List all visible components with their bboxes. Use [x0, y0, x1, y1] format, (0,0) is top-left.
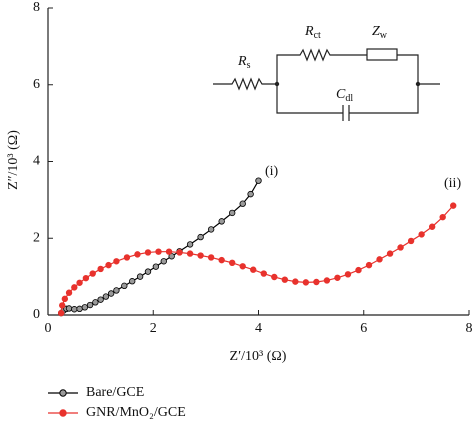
data-point	[197, 252, 204, 259]
y-tick-label: 4	[33, 154, 40, 169]
data-point	[228, 259, 236, 267]
circuit-label: Cdl	[336, 87, 353, 104]
data-point	[302, 279, 310, 286]
data-point	[128, 278, 136, 285]
data-point	[271, 273, 278, 281]
data-point	[376, 256, 383, 263]
x-tick-label: 4	[255, 321, 262, 336]
data-point	[197, 233, 204, 241]
data-point	[144, 249, 152, 256]
circuit: Rs Rct Zw Cdl	[213, 24, 440, 121]
data-point	[92, 299, 99, 306]
data-point	[323, 277, 331, 284]
data-point	[255, 177, 262, 184]
x-tick-label: 6	[360, 321, 367, 336]
y-tick-label: 2	[33, 230, 40, 245]
data-point	[105, 261, 112, 269]
legend-label: GNR/MnO₂/GCE	[86, 405, 186, 420]
x-axis-label: Z′/10³ (Ω)	[230, 349, 287, 364]
data-point	[134, 251, 141, 258]
data-point	[144, 268, 152, 275]
data-point	[152, 263, 160, 270]
data-point	[97, 296, 104, 303]
data-point	[344, 271, 352, 278]
data-point	[76, 279, 83, 286]
data-point	[82, 274, 90, 282]
data-point	[450, 202, 457, 209]
data-point	[165, 248, 173, 255]
circuit-label: Rct	[304, 24, 321, 41]
data-point	[113, 258, 120, 265]
data-point	[239, 200, 246, 207]
data-point	[123, 254, 131, 261]
data-point	[57, 309, 65, 317]
data-point	[260, 270, 267, 277]
data-point	[439, 213, 446, 221]
data-point	[61, 295, 69, 303]
data-point	[59, 302, 66, 309]
data-point	[176, 249, 183, 256]
x-tick-label: 0	[45, 321, 52, 336]
data-point	[428, 223, 436, 230]
data-point	[136, 273, 144, 280]
data-point	[71, 284, 78, 291]
data-point	[71, 306, 78, 313]
data-point	[292, 278, 299, 285]
y-tick-label: 6	[33, 77, 40, 92]
data-point	[113, 287, 120, 294]
legend-marker	[59, 409, 67, 417]
y-axis-label: Z″/10³ (Ω)	[6, 130, 21, 190]
circuit-label: Zw	[372, 24, 388, 41]
series-line	[60, 180, 260, 314]
data-point	[65, 305, 73, 312]
series-line	[60, 205, 454, 314]
data-point	[355, 266, 362, 274]
y-tick-label: 8	[33, 0, 40, 15]
data-point	[102, 293, 110, 300]
data-point	[407, 237, 415, 245]
data-point	[76, 305, 83, 313]
data-point	[397, 244, 404, 251]
data-point	[218, 218, 225, 225]
data-point	[89, 270, 96, 277]
data-point	[281, 276, 289, 283]
data-point	[107, 290, 115, 297]
data-point	[386, 250, 394, 257]
annotation: (ii)	[444, 176, 461, 191]
x-tick-label: 2	[150, 321, 157, 336]
data-point	[186, 241, 194, 248]
data-point	[86, 301, 94, 309]
data-point	[155, 248, 162, 255]
data-point	[81, 304, 89, 311]
x-tick-label: 8	[466, 321, 473, 336]
data-point	[65, 289, 73, 296]
circuit-label: Rs	[237, 54, 251, 71]
data-point	[207, 226, 215, 233]
data-point	[97, 265, 104, 273]
data-point	[239, 263, 246, 270]
annotation: (i)	[265, 164, 279, 179]
data-point	[160, 258, 167, 265]
legend-label: Bare/GCE	[86, 385, 144, 400]
data-point	[313, 278, 320, 286]
data-point	[365, 261, 373, 269]
data-point	[207, 254, 215, 261]
data-point	[247, 190, 254, 198]
data-point	[218, 256, 225, 264]
y-tick-label: 0	[33, 307, 40, 322]
data-point	[418, 231, 425, 238]
data-point	[186, 250, 194, 257]
data-point	[334, 274, 341, 281]
data-point	[121, 282, 128, 290]
legend-marker	[59, 389, 67, 397]
data-point	[250, 266, 257, 273]
data-point	[228, 209, 236, 217]
